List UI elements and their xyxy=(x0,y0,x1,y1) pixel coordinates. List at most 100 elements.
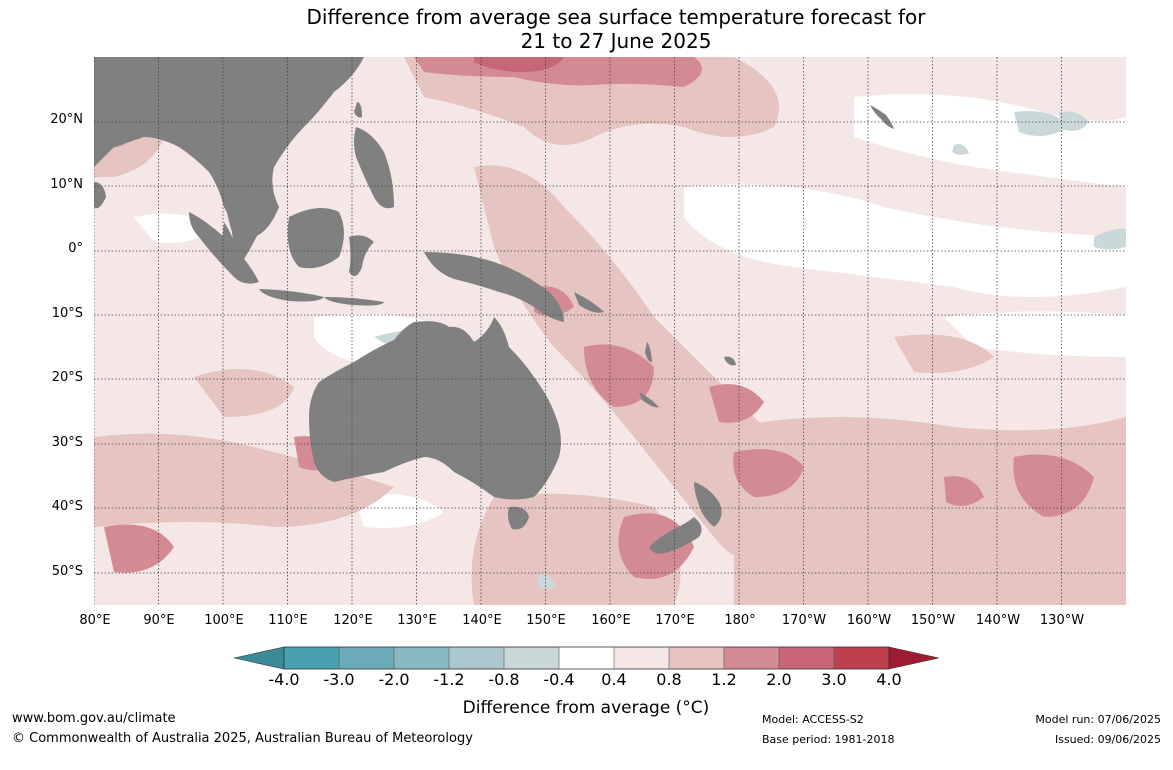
colorbar-segment xyxy=(834,647,889,669)
lon-label-130w: 130°W xyxy=(1039,613,1085,628)
hawaii-land xyxy=(870,105,894,129)
colorbar-tick-label: 0.4 xyxy=(601,670,627,689)
colorbar-dividers xyxy=(338,647,835,669)
lon-label-120e: 120°E xyxy=(333,613,373,628)
anomaly-region xyxy=(94,433,394,527)
borneo-land xyxy=(287,208,344,269)
colorbar-segment xyxy=(339,647,394,669)
issued-date: Issued: 09/06/2025 xyxy=(1054,733,1161,746)
copyright-notice: © Commonwealth of Australia 2025, Austra… xyxy=(12,731,473,746)
sumatra-land xyxy=(189,212,259,284)
colorbar-tick-label: -0.8 xyxy=(488,670,520,689)
colorbar-tick-label: -0.4 xyxy=(543,670,575,689)
colorbar-segment xyxy=(614,647,669,669)
cool-anomaly-region xyxy=(1094,228,1126,250)
anomaly-region xyxy=(854,94,1126,187)
anomaly-region xyxy=(354,494,444,528)
colorbar-segment xyxy=(449,647,504,669)
title-line-2: 21 to 27 June 2025 xyxy=(520,29,712,53)
lon-label-100e: 100°E xyxy=(204,613,244,628)
lon-label-170e: 170°E xyxy=(655,613,695,628)
lon-label-80e: 80°E xyxy=(79,613,111,628)
lon-label-140e: 140°E xyxy=(462,613,502,628)
sri-lanka-land xyxy=(94,182,106,209)
lat-label-10s: 10°S xyxy=(51,306,83,321)
colorbar-lower-extension xyxy=(234,646,285,670)
lon-label-150e: 150°E xyxy=(526,613,566,628)
cool-anomaly-region xyxy=(952,144,969,155)
colorbar-segment xyxy=(779,647,834,669)
anomaly-region xyxy=(474,57,564,72)
new-zealand-north-island-land xyxy=(694,482,722,527)
australia-land xyxy=(309,317,561,500)
lon-label-130e: 130°E xyxy=(397,613,437,628)
colorbar-segment xyxy=(724,647,779,669)
graticule xyxy=(94,57,1126,605)
lat-label-20s: 20°S xyxy=(51,370,83,385)
new-zealand-south-island-land xyxy=(649,517,702,554)
lat-label-10n: 10°N xyxy=(50,177,83,192)
anomaly-region xyxy=(894,334,994,373)
anomaly-region xyxy=(733,449,804,497)
anomaly-region xyxy=(1013,454,1094,517)
lon-label-160w: 160°W xyxy=(846,613,892,628)
lon-label-140w: 140°W xyxy=(975,613,1021,628)
tasmania-land xyxy=(508,506,529,530)
colorbar-tick-label: 1.2 xyxy=(711,670,737,689)
anomaly-region xyxy=(584,344,654,407)
colorbar-title: Difference from average (°C) xyxy=(462,698,710,718)
colorbar-tick-label: -2.0 xyxy=(378,670,410,689)
new-guinea-land xyxy=(424,252,564,322)
anomaly-region xyxy=(944,311,1126,357)
lat-label-50s: 50°S xyxy=(51,564,83,579)
model-name: Model: ACCESS-S2 xyxy=(762,713,864,726)
colorbar-tick-label: 3.0 xyxy=(821,670,847,689)
sst-anomaly-map xyxy=(94,57,1126,605)
philippines-land xyxy=(354,127,394,209)
lat-label-40s: 40°S xyxy=(51,499,83,514)
anomaly-region xyxy=(944,476,984,506)
colorbar-tick-label: -1.2 xyxy=(433,670,465,689)
land-masses xyxy=(94,57,894,554)
java-land xyxy=(259,289,324,302)
colorbar-segment xyxy=(559,647,614,669)
map-title: Difference from average sea surface temp… xyxy=(0,5,1173,53)
lon-label-160e: 160°E xyxy=(591,613,631,628)
lat-label-30s: 30°S xyxy=(51,435,83,450)
colorbar-tick-label: -4.0 xyxy=(268,670,300,689)
colorbar-segment xyxy=(284,647,339,669)
colorbar-tick-label: 2.0 xyxy=(766,670,792,689)
title-line-1: Difference from average sea surface temp… xyxy=(306,5,926,29)
anomaly-region xyxy=(104,524,174,573)
lon-label-180: 180° xyxy=(724,613,756,628)
sulawesi-land xyxy=(349,235,374,276)
colorbar-segment xyxy=(394,647,449,669)
lon-label-150w: 150°W xyxy=(910,613,956,628)
fiji-land xyxy=(724,356,736,366)
cool-anomaly-region xyxy=(1014,111,1069,136)
asia-mainland-land xyxy=(94,57,364,237)
colorbar-tick-label: 4.0 xyxy=(876,670,902,689)
taiwan-land xyxy=(354,102,362,118)
lon-label-90e: 90°E xyxy=(143,613,175,628)
cool-anomaly-region xyxy=(1059,111,1089,131)
lon-label-110e: 110°E xyxy=(268,613,308,628)
lesser-sunda-land xyxy=(324,297,384,306)
lon-label-170w: 170°W xyxy=(781,613,827,628)
model-run-date: Model run: 07/06/2025 xyxy=(1035,713,1161,726)
anomaly-region xyxy=(684,184,1126,297)
base-period: Base period: 1981-2018 xyxy=(762,733,895,746)
anomaly-region xyxy=(709,384,764,423)
new-caledonia-land xyxy=(639,392,659,408)
colorbar-tick-label: 0.8 xyxy=(656,670,682,689)
colorbar-frame xyxy=(283,646,890,670)
colorbar-segment xyxy=(669,647,724,669)
lat-label-equator: 0° xyxy=(68,241,83,256)
anomaly-region xyxy=(194,369,294,417)
website-link[interactable]: www.bom.gov.au/climate xyxy=(12,711,176,726)
colorbar-tick-label: -3.0 xyxy=(323,670,355,689)
colorbar-segment xyxy=(504,647,559,669)
vanuatu-land xyxy=(645,342,652,363)
colorbar xyxy=(234,646,940,670)
cool-anomaly-region xyxy=(538,574,556,590)
